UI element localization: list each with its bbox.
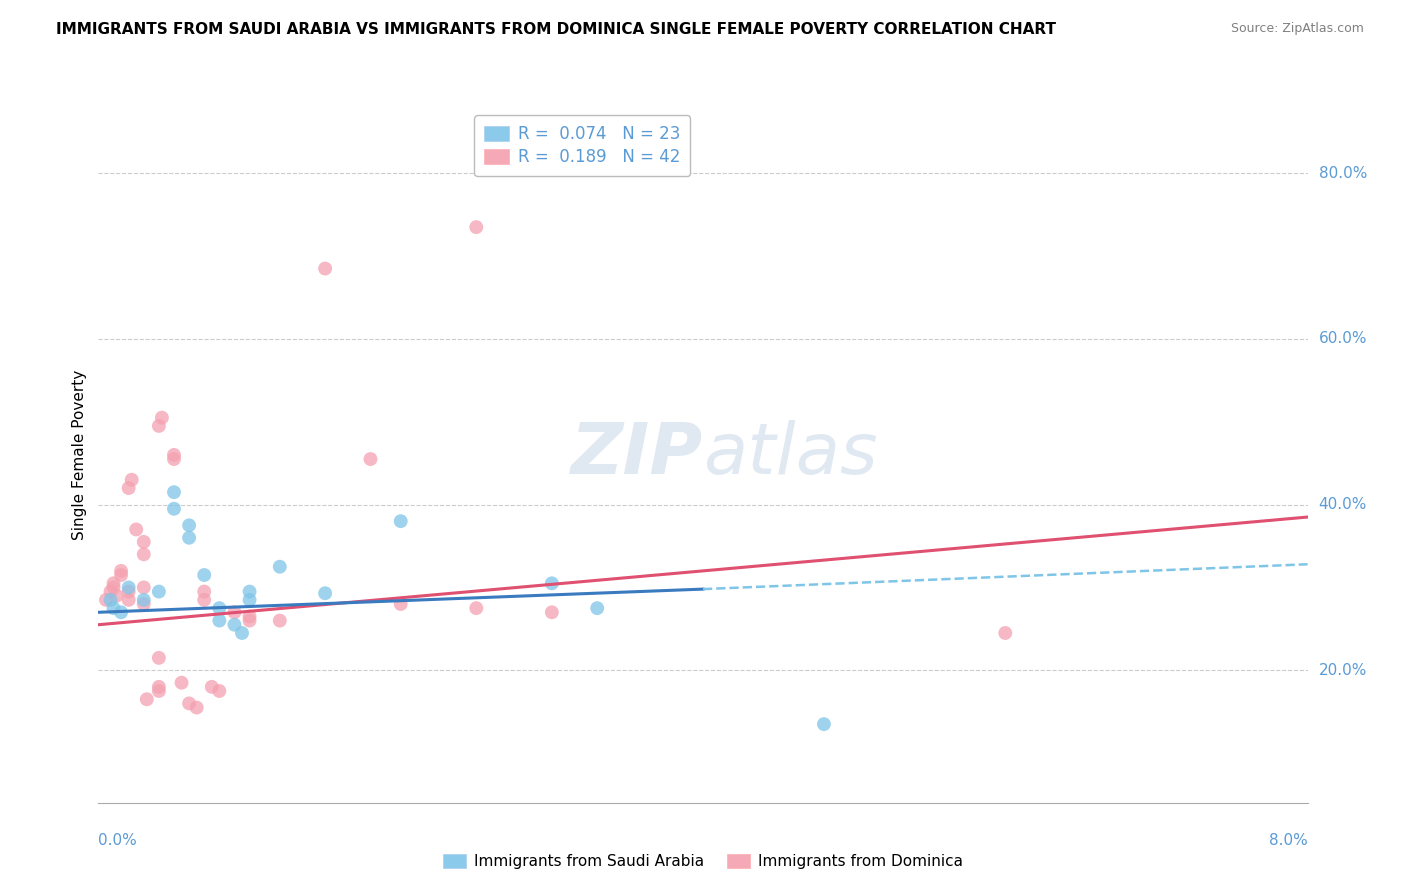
Point [148,651,170,665]
Point [110,605,132,619]
Point [465,601,488,615]
Point [103,601,125,615]
Point [103,576,125,591]
Point [110,564,132,578]
Point [100,592,122,607]
Point [103,581,125,595]
Point [163,452,186,467]
Legend: Immigrants from Saudi Arabia, Immigrants from Dominica: Immigrants from Saudi Arabia, Immigrants… [437,848,969,875]
Point [132,597,155,611]
Point [389,514,412,528]
Point [179,531,201,545]
Point [269,614,291,628]
Text: atlas: atlas [703,420,877,490]
Point [193,568,215,582]
Point [208,601,231,615]
Point [193,584,215,599]
Point [239,614,262,628]
Point [994,626,1017,640]
Text: Source: ZipAtlas.com: Source: ZipAtlas.com [1230,22,1364,36]
Point [163,485,186,500]
Point [389,597,412,611]
Point [201,680,224,694]
Point [314,261,336,276]
Point [239,592,262,607]
Point [186,700,208,714]
Point [170,675,193,690]
Point [118,592,141,607]
Point [239,584,262,599]
Point [193,592,215,607]
Point [224,617,246,632]
Y-axis label: Single Female Poverty: Single Female Poverty [72,370,87,540]
Point [121,473,143,487]
Text: 60.0%: 60.0% [1319,332,1367,346]
Point [465,220,488,235]
Point [540,605,562,619]
Text: 80.0%: 80.0% [1319,166,1367,181]
Point [118,481,141,495]
Point [100,584,122,599]
Point [314,586,336,600]
Point [132,592,155,607]
Point [586,601,609,615]
Point [179,518,201,533]
Point [125,523,148,537]
Point [105,589,128,603]
Point [118,584,141,599]
Text: 40.0%: 40.0% [1319,497,1367,512]
Text: ZIP: ZIP [571,420,703,490]
Point [148,680,170,694]
Point [118,581,141,595]
Point [239,609,262,624]
Point [224,605,246,619]
Point [359,452,381,467]
Point [148,584,170,599]
Point [132,547,155,561]
Text: IMMIGRANTS FROM SAUDI ARABIA VS IMMIGRANTS FROM DOMINICA SINGLE FEMALE POVERTY C: IMMIGRANTS FROM SAUDI ARABIA VS IMMIGRAN… [56,22,1056,37]
Point [110,568,132,582]
Point [179,697,201,711]
Point [150,410,173,425]
Point [163,501,186,516]
Point [163,448,186,462]
Point [132,581,155,595]
Text: 20.0%: 20.0% [1319,663,1367,678]
Point [269,559,291,574]
Point [132,535,155,549]
Point [148,684,170,698]
Point [540,576,562,591]
Point [813,717,835,731]
Text: 8.0%: 8.0% [1268,833,1308,848]
Point [148,419,170,434]
Point [135,692,157,706]
Point [208,684,231,698]
Point [231,626,253,640]
Point [208,614,231,628]
Text: 0.0%: 0.0% [98,833,138,848]
Point [94,592,117,607]
